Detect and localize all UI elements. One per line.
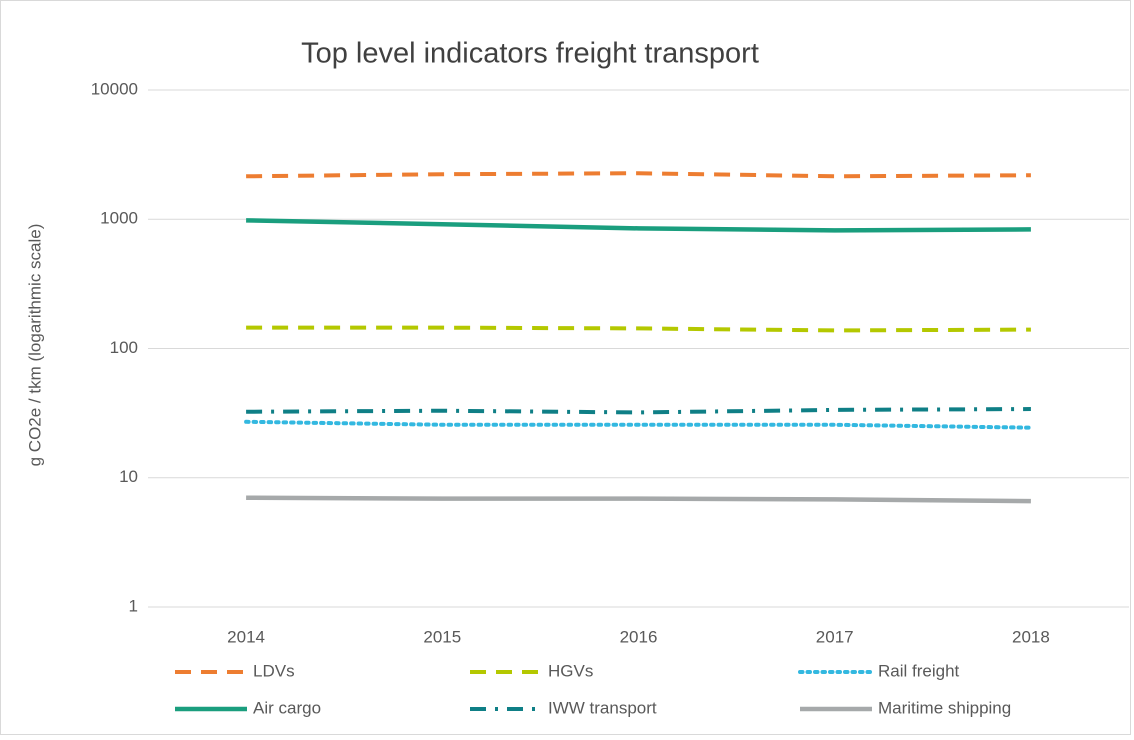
x-tick-label: 2015 (423, 627, 461, 646)
x-tick-label: 2017 (816, 627, 854, 646)
chart-title: Top level indicators freight transport (301, 38, 759, 70)
y-tick-label: 1 (129, 596, 138, 615)
y-axis-label: g CO2e / tkm (logarithmic scale) (25, 224, 44, 467)
x-tick-label: 2014 (227, 627, 265, 646)
series-line (246, 325, 1031, 333)
y-tick-label: 10000 (91, 79, 138, 98)
legend-label: HGVs (548, 661, 593, 680)
x-tick-label: 2018 (1012, 627, 1050, 646)
y-tick-label: 10 (119, 467, 138, 486)
legend-label: Rail freight (878, 661, 960, 680)
y-tick-label: 100 (110, 338, 138, 357)
x-tick-label: 2016 (620, 627, 658, 646)
y-tick-label: 1000 (100, 209, 138, 228)
series-line (246, 407, 1031, 415)
legend-label: Air cargo (253, 698, 321, 717)
legend-label: Maritime shipping (878, 698, 1011, 717)
series-line (244, 419, 1033, 430)
series-line (246, 171, 1031, 179)
legend-label: IWW transport (548, 698, 657, 717)
series-line (246, 218, 1031, 233)
legend-label: LDVs (253, 661, 295, 680)
series-line (246, 495, 1031, 504)
